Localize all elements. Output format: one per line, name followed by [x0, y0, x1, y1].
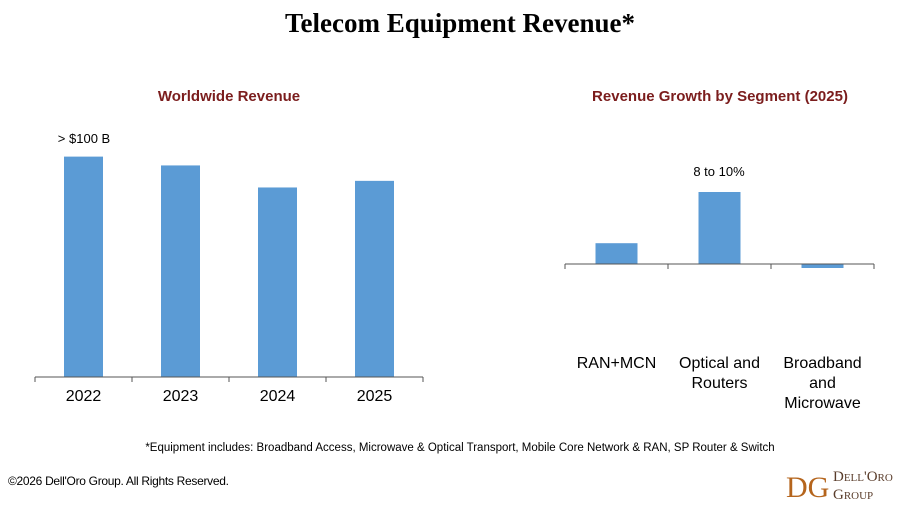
segment-growth-bar — [698, 192, 741, 264]
segment-growth-tick-label: RAN+MCN — [577, 355, 657, 372]
segment-growth-tick-label: Optical and Routers — [679, 355, 760, 392]
segment-growth-tick-label: Broadband and Microwave — [783, 355, 861, 412]
segment-growth-title: Revenue Growth by Segment (2025) — [592, 88, 848, 105]
worldwide-revenue-bar — [258, 187, 297, 377]
copyright-notice: ©2026 Dell'Oro Group. All Rights Reserve… — [8, 474, 229, 488]
worldwide-revenue-tick-label: 2023 — [163, 388, 199, 405]
worldwide-revenue-bar — [161, 165, 200, 377]
footnote: *Equipment includes: Broadband Access, M… — [145, 442, 775, 454]
page-title: Telecom Equipment Revenue* — [285, 8, 635, 38]
segment-growth-bar — [801, 264, 844, 268]
logo-line1: Dell'Oro — [833, 469, 893, 485]
worldwide-revenue-tick-label: 2025 — [357, 388, 393, 405]
segment-growth-annotation: 8 to 10% — [693, 164, 745, 179]
svg-text:DG: DG — [786, 471, 829, 504]
worldwide-revenue-bar — [64, 156, 103, 377]
segment-growth-chart: Revenue Growth by Segment (2025) 8 to 10… — [564, 88, 875, 412]
worldwide-revenue-tick-label: 2022 — [66, 388, 102, 405]
dell-oro-logo-mark: DG — [786, 471, 829, 504]
worldwide-revenue-tick-label: 2024 — [260, 388, 296, 405]
worldwide-revenue-annotation: > $100 B — [58, 131, 110, 146]
worldwide-revenue-bar — [355, 180, 394, 377]
worldwide-revenue-chart: Worldwide Revenue > $100 B 2022 2023 2024 2… — [34, 88, 424, 405]
logo-line2: Group — [833, 487, 874, 503]
dell-oro-logo: DG Dell'Oro Group — [785, 466, 915, 506]
charts-canvas: Worldwide Revenue > $100 B 2022 2023 2024 2… — [34, 88, 875, 412]
segment-growth-bar — [595, 243, 638, 264]
worldwide-revenue-title: Worldwide Revenue — [158, 88, 300, 105]
